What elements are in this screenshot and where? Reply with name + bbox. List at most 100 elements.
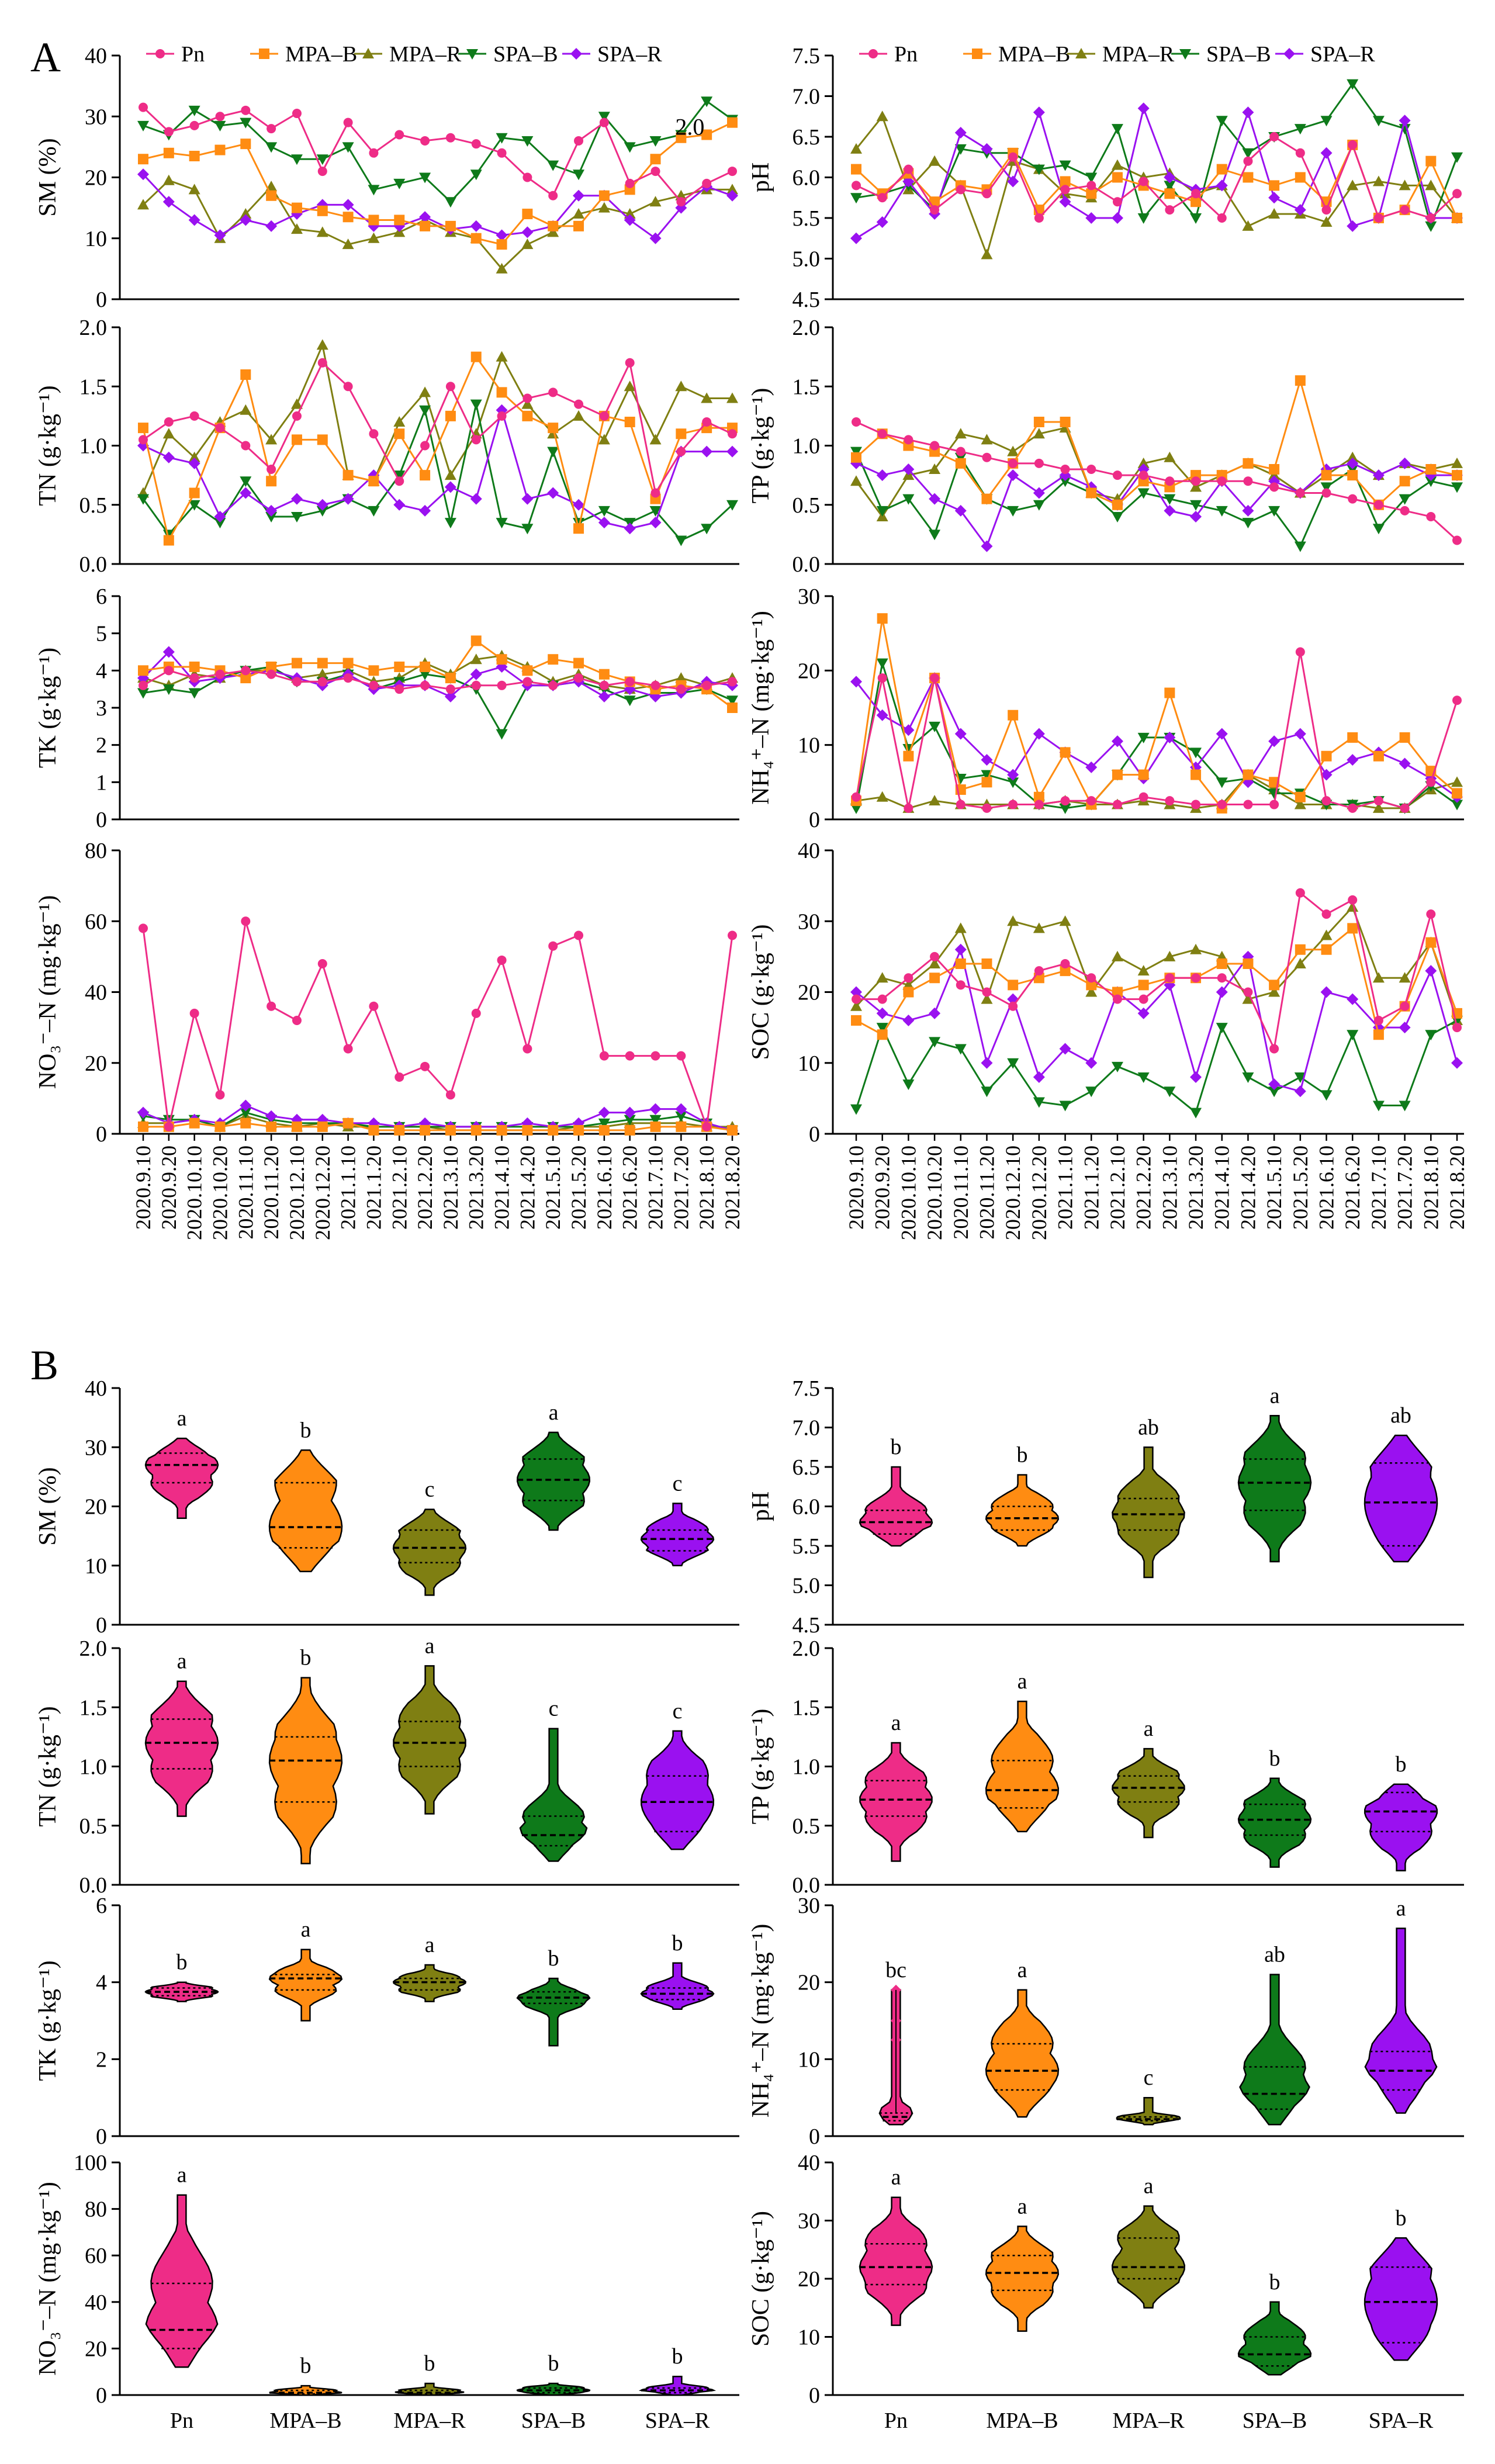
y-tick-label: 7.5 [793, 44, 821, 68]
x-tick-label: SPA–R [1369, 2408, 1434, 2433]
data-point [850, 143, 862, 154]
data-point [164, 666, 174, 676]
data-point [496, 229, 508, 241]
data-point [393, 470, 406, 482]
violin-SPA–R [638, 2375, 717, 2396]
data-point [240, 214, 252, 226]
data-point [1348, 140, 1358, 150]
legend-label: SPA–R [597, 42, 662, 67]
data-point [726, 184, 738, 195]
data-point [470, 220, 482, 232]
chart-A_NH4: 0 10 20 30 NH₄⁺–N (mg·kg⁻¹) [747, 584, 1464, 832]
data-point [522, 1124, 533, 1136]
data-point [876, 972, 888, 983]
data-point [522, 665, 533, 676]
data-point [1242, 106, 1254, 119]
x-tick-label: 2021.2.10 [387, 1146, 411, 1230]
panel-label-b: B [30, 1342, 59, 1389]
data-point [728, 167, 737, 177]
data-point [1216, 179, 1228, 192]
data-point [1007, 469, 1019, 482]
data-point [929, 155, 941, 166]
significance-letter: b [1017, 1443, 1028, 1468]
y-tick-label: 10 [798, 1051, 820, 1076]
y-tick-label: 4.5 [793, 1613, 821, 1638]
y-axis-label: TK (g·kg⁻¹) [34, 648, 61, 768]
data-point [290, 398, 303, 409]
data-point [292, 677, 302, 687]
data-point [624, 417, 635, 427]
data-point [240, 208, 252, 219]
y-tick-label: 2.0 [79, 1636, 108, 1661]
y-tick-label: 2.0 [793, 1636, 821, 1661]
significance-letter: a [1018, 1669, 1027, 1694]
data-point [1007, 769, 1019, 781]
data-point [701, 524, 713, 535]
data-point [599, 117, 609, 127]
data-point [1164, 504, 1176, 517]
data-point [877, 994, 887, 1004]
data-point [1269, 132, 1279, 141]
data-point [162, 684, 175, 695]
data-point [342, 238, 354, 250]
data-point [675, 1111, 687, 1122]
data-point [1164, 950, 1176, 961]
y-tick-label: 5.0 [793, 247, 821, 272]
y-tick-label: 1.5 [79, 1695, 108, 1720]
data-point [851, 164, 861, 175]
series-line-SPA–B [855, 451, 1458, 548]
data-point [214, 120, 226, 131]
legend-label: SPA–R [1310, 42, 1375, 67]
data-point [1451, 800, 1463, 811]
data-point [1033, 1097, 1045, 1108]
data-point [1452, 470, 1462, 481]
data-point [1399, 1022, 1411, 1034]
data-point [850, 1000, 862, 1011]
data-point [1007, 777, 1019, 788]
data-point [1243, 156, 1253, 166]
series-line-SPA–R [856, 105, 1457, 240]
data-point [1347, 993, 1359, 1005]
data-point [368, 232, 380, 243]
series-line-Pn [856, 891, 1458, 1052]
violin-SPA–R [640, 1730, 715, 1850]
data-point [420, 661, 431, 672]
data-point [1085, 986, 1098, 997]
data-point [1348, 895, 1358, 905]
series-line-MPA–B [855, 377, 1458, 506]
data-point [1164, 731, 1176, 743]
data-point [1426, 213, 1436, 223]
x-tick-label: 2021.6.20 [1341, 1146, 1364, 1230]
data-point [599, 680, 609, 690]
data-point [573, 410, 585, 421]
data-point [850, 1104, 862, 1115]
data-point [650, 1051, 660, 1061]
data-point [599, 1051, 609, 1061]
data-point [393, 178, 406, 189]
data-point [471, 1008, 481, 1018]
data-point [267, 669, 276, 679]
data-point [316, 226, 328, 237]
legend-marker [155, 49, 165, 58]
data-point [598, 506, 610, 517]
y-tick-label: 20 [85, 1495, 107, 1520]
data-point [676, 197, 686, 207]
data-point [1347, 220, 1359, 232]
data-point [877, 1029, 888, 1040]
y-tick-label: 100 [74, 2151, 107, 2175]
violin-MPA–B [985, 1989, 1060, 2118]
data-point [1060, 965, 1071, 977]
data-point [1137, 488, 1150, 499]
data-point [1243, 458, 1254, 469]
data-point [981, 434, 993, 445]
violin-MPA–B [985, 1474, 1060, 1547]
data-point [521, 226, 534, 238]
data-point [877, 193, 887, 203]
data-point [1400, 803, 1410, 813]
data-point [675, 672, 687, 683]
data-point [598, 1106, 610, 1119]
y-tick-label: 4 [96, 1971, 107, 1995]
data-point [1138, 177, 1148, 186]
data-point [850, 803, 862, 814]
y-tick-label: 6.5 [793, 1455, 821, 1480]
